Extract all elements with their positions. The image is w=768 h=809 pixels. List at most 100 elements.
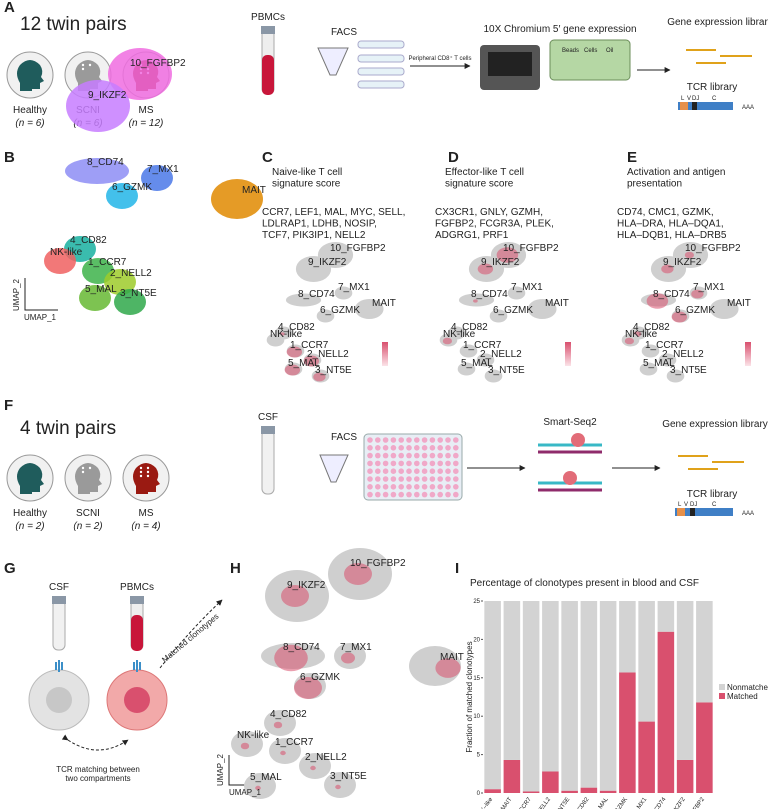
well xyxy=(414,437,420,443)
well xyxy=(445,437,451,443)
legend-swatch xyxy=(719,684,725,690)
facs-funnel xyxy=(317,47,349,76)
well xyxy=(367,468,373,475)
arrow xyxy=(61,734,129,751)
cluster-label: 3_NT5E xyxy=(315,365,352,376)
cluster-label: 6_GZMK xyxy=(675,305,715,316)
tube xyxy=(261,429,275,495)
expression-overlay xyxy=(335,784,341,790)
cluster-label: 6_GZMK xyxy=(493,305,533,316)
cluster-blob xyxy=(141,165,173,191)
segment-label: C xyxy=(712,96,717,102)
bar-segment xyxy=(503,601,521,760)
well xyxy=(375,491,381,498)
bar-segment xyxy=(484,601,501,790)
well xyxy=(421,460,428,467)
well xyxy=(421,468,428,475)
cluster-blob xyxy=(266,333,285,347)
cluster-blob xyxy=(476,353,495,367)
well xyxy=(453,476,459,482)
cluster-label: 3_NT5E xyxy=(120,288,157,299)
gene-list: CX3CR1, GNLY, GZMH, FGFBP2, FCGR3A, PLEK,… xyxy=(435,207,554,241)
cluster-label: 1_CCR7 xyxy=(645,340,684,351)
cluster-label: 9_IKZF2 xyxy=(308,257,347,268)
well xyxy=(390,452,397,459)
cluster-label: 3_NT5E xyxy=(670,365,707,376)
well xyxy=(390,491,397,498)
head xyxy=(17,60,44,91)
cluster-blob xyxy=(114,289,146,315)
well xyxy=(421,452,428,459)
expression-overlay xyxy=(310,765,316,771)
cluster-label: 5_MAL xyxy=(288,358,320,369)
cluster-label: 5_MAL xyxy=(461,358,493,369)
chart-title: Percentage of clonotypes present in bloo… xyxy=(470,578,699,589)
well xyxy=(382,476,389,482)
bar-segment xyxy=(561,601,578,791)
expression-overlay xyxy=(280,750,286,756)
well xyxy=(453,437,459,443)
group-label: SCNI xyxy=(76,508,100,519)
expression-overlay xyxy=(435,658,461,678)
legend-swatch xyxy=(719,693,725,699)
cluster-blob xyxy=(457,362,476,376)
cluster-blob xyxy=(666,369,685,383)
well xyxy=(367,484,373,490)
cluster-label: MAIT xyxy=(727,298,751,309)
expression-overlay xyxy=(284,364,301,376)
expression-overlay xyxy=(671,311,688,323)
cluster-blob xyxy=(285,293,322,307)
well xyxy=(398,476,405,482)
cluster-label: 3_NT5E xyxy=(488,365,525,376)
head xyxy=(133,463,160,494)
bar-segment xyxy=(619,601,636,673)
plate-wells xyxy=(367,437,459,498)
tcr-dj xyxy=(690,508,695,516)
well xyxy=(382,484,389,490)
well xyxy=(437,452,444,459)
well xyxy=(375,484,381,490)
colorbar xyxy=(745,342,751,366)
well xyxy=(390,460,397,467)
cluster-blob xyxy=(244,773,276,799)
cluster-blob xyxy=(324,772,356,798)
library-label: TCR library xyxy=(687,489,738,500)
expression-overlay xyxy=(303,355,320,367)
cluster-blob xyxy=(211,179,263,219)
well xyxy=(390,484,397,490)
well xyxy=(437,468,444,475)
well xyxy=(414,476,420,482)
segment-label: DJ xyxy=(690,502,697,508)
well xyxy=(445,476,451,482)
chip-label: Cells xyxy=(584,48,597,54)
cluster-label: 1_CCR7 xyxy=(290,340,329,351)
well xyxy=(414,491,420,498)
lesion xyxy=(81,67,85,71)
segment-label: V xyxy=(684,502,688,508)
well xyxy=(367,437,373,443)
well xyxy=(390,468,397,475)
well xyxy=(453,484,459,490)
tube-cap xyxy=(261,26,275,34)
cluster-label: 4_CD82 xyxy=(451,322,488,333)
cluster-label: 10_FGFBP2 xyxy=(685,243,741,254)
well xyxy=(382,452,389,459)
bar-segment xyxy=(599,601,617,791)
cluster-label: 4_CD82 xyxy=(270,709,307,720)
lesion xyxy=(81,470,85,474)
y-axis-label: Fraction of matched clonotypes xyxy=(465,641,474,752)
tcr-v xyxy=(680,102,688,110)
x-tick-label: NK–like xyxy=(477,796,494,809)
bar-segment xyxy=(657,601,675,632)
tcr-dj xyxy=(692,102,697,110)
well xyxy=(406,468,412,475)
expression-overlay xyxy=(442,337,453,345)
cluster-label: 4_CD82 xyxy=(278,322,315,333)
bar-segment xyxy=(696,702,713,793)
well xyxy=(367,445,373,451)
group-n: (n = 12) xyxy=(129,118,164,129)
gex-library-strands xyxy=(686,49,752,64)
lesion xyxy=(139,470,143,474)
nucleus xyxy=(124,687,150,713)
lesion xyxy=(146,470,150,474)
